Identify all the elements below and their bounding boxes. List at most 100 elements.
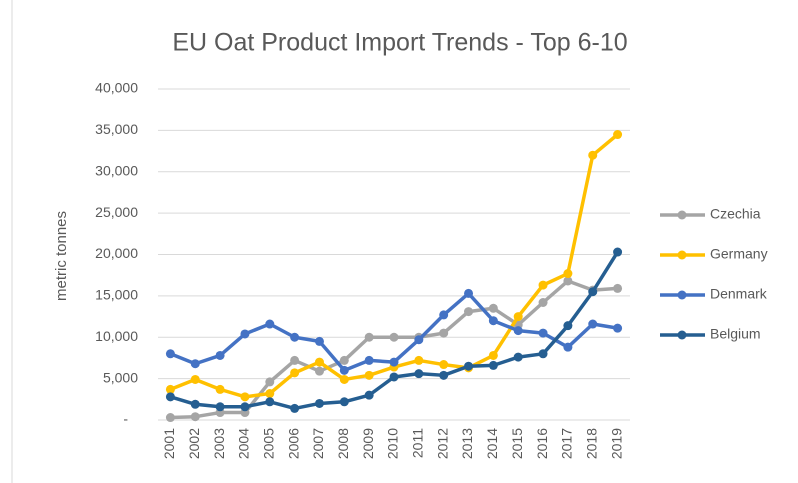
y-tick-label: 20,000 <box>95 245 138 261</box>
data-point <box>513 326 523 336</box>
x-tick-label: 2001 <box>161 428 177 459</box>
data-point <box>240 402 250 412</box>
x-tick-label: 2019 <box>608 428 624 459</box>
data-point <box>488 316 498 326</box>
y-tick-label: 35,000 <box>95 121 138 137</box>
x-tick-label: 2011 <box>410 428 426 458</box>
data-point <box>464 361 474 371</box>
y-tick-label: 30,000 <box>95 162 138 178</box>
legend-label: Belgium <box>710 326 761 342</box>
series-line <box>169 133 619 399</box>
y-tick-label: 15,000 <box>95 287 138 303</box>
data-point <box>339 397 349 407</box>
data-point <box>265 389 275 399</box>
data-point <box>165 349 175 359</box>
data-point <box>165 384 175 394</box>
data-point <box>563 269 573 279</box>
x-tick-label: 2014 <box>484 428 500 459</box>
data-point <box>464 307 474 317</box>
data-point <box>414 335 424 345</box>
x-tick-label: 2009 <box>360 428 376 459</box>
data-point <box>414 369 424 379</box>
data-point <box>240 329 250 339</box>
x-tick-label: 2003 <box>211 428 227 459</box>
data-point <box>339 355 349 365</box>
x-tick-label: 2013 <box>459 428 475 459</box>
data-point <box>488 303 498 313</box>
data-point <box>364 390 374 400</box>
data-point <box>613 323 623 333</box>
x-tick-label: 2007 <box>310 428 326 459</box>
y-tick-label: 5,000 <box>103 369 138 385</box>
data-point <box>613 130 623 140</box>
data-point <box>339 365 349 375</box>
x-tick-label: 2008 <box>335 428 351 459</box>
data-point <box>215 350 225 360</box>
data-point <box>314 398 324 408</box>
data-point <box>265 397 275 407</box>
data-point <box>439 370 449 380</box>
data-point <box>389 372 399 382</box>
legend-label: Czechia <box>710 206 761 222</box>
data-point <box>364 370 374 380</box>
series-line <box>170 279 618 420</box>
data-point <box>215 384 225 394</box>
data-point <box>290 355 300 365</box>
data-point <box>265 377 275 387</box>
data-point <box>513 352 523 362</box>
data-point <box>613 247 623 257</box>
data-point <box>538 297 548 307</box>
data-point <box>290 368 300 378</box>
data-point <box>588 150 598 160</box>
x-tick-label: 2006 <box>285 428 301 459</box>
x-tick-label: 2018 <box>583 428 599 459</box>
data-point <box>563 342 573 352</box>
y-tick-label: - <box>123 411 128 427</box>
legend-marker <box>677 290 687 300</box>
data-point <box>439 328 449 338</box>
data-point <box>190 374 200 384</box>
legend-marker <box>677 330 687 340</box>
data-point <box>314 357 324 367</box>
data-point <box>290 332 300 342</box>
chart-border <box>11 0 13 483</box>
data-point <box>190 399 200 409</box>
data-point <box>488 360 498 370</box>
x-tick-label: 2005 <box>260 428 276 459</box>
data-point <box>439 360 449 370</box>
data-point <box>563 321 573 331</box>
data-point <box>613 283 623 293</box>
data-point <box>190 412 200 422</box>
legend-marker <box>677 250 687 260</box>
data-point <box>588 287 598 297</box>
data-point <box>488 350 498 360</box>
data-point <box>240 392 250 402</box>
data-point <box>290 403 300 413</box>
x-tick-label: 2017 <box>559 428 575 459</box>
data-point <box>538 328 548 338</box>
x-tick-label: 2015 <box>509 428 525 459</box>
data-point <box>538 280 548 290</box>
data-point <box>190 359 200 369</box>
data-point <box>389 357 399 367</box>
data-point <box>464 288 474 298</box>
data-point <box>563 276 573 286</box>
data-point <box>439 310 449 320</box>
data-point <box>414 355 424 365</box>
data-point <box>339 374 349 384</box>
data-point <box>314 366 324 376</box>
x-tick-label: 2002 <box>186 428 202 459</box>
legend-label: Denmark <box>710 286 768 302</box>
data-point <box>314 336 324 346</box>
legend-marker <box>677 210 687 220</box>
data-point <box>364 355 374 365</box>
y-tick-label: 10,000 <box>95 328 138 344</box>
y-tick-label: 25,000 <box>95 204 138 220</box>
data-point <box>364 332 374 342</box>
series-line <box>169 251 620 411</box>
y-tick-label: 40,000 <box>95 80 138 96</box>
data-point <box>165 392 175 402</box>
chart-title: EU Oat Product Import Trends - Top 6-10 <box>172 29 627 57</box>
x-tick-label: 2010 <box>385 428 401 459</box>
